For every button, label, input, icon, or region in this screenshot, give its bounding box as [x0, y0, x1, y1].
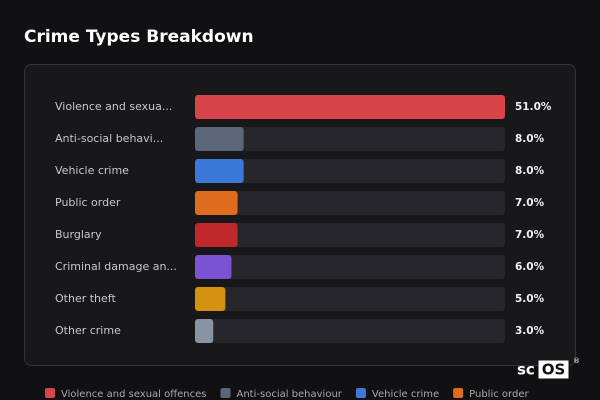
legend-label: Public order: [469, 389, 529, 400]
legend-swatch: [45, 388, 55, 398]
bar-track: [195, 255, 505, 279]
value-label: 5.0%: [515, 293, 545, 305]
logo: sc OS ®: [517, 357, 580, 379]
category-label: Other crime: [55, 324, 121, 337]
bar-track: [195, 191, 505, 215]
category-label: Criminal damage an...: [55, 260, 177, 273]
value-label: 7.0%: [515, 197, 545, 209]
value-label: 8.0%: [515, 165, 545, 177]
bar: [195, 127, 244, 151]
logo-boxed: OS: [542, 361, 566, 379]
bar: [195, 95, 505, 119]
bar-track: [195, 159, 505, 183]
bar: [195, 287, 226, 311]
logo-mark: ®: [573, 357, 580, 365]
category-label: Public order: [55, 196, 121, 209]
bar-track: [195, 127, 505, 151]
bar: [195, 191, 238, 215]
value-label: 51.0%: [515, 101, 552, 113]
legend-label: Vehicle crime: [372, 389, 439, 400]
bar: [195, 159, 244, 183]
legend-label: Violence and sexual offences: [61, 389, 207, 400]
legend-swatch: [453, 388, 464, 398]
category-label: Vehicle crime: [55, 164, 129, 177]
logo-prefix: sc: [517, 361, 535, 379]
bar-track: [195, 319, 505, 343]
value-label: 8.0%: [515, 133, 545, 145]
bar-track: [195, 287, 505, 311]
category-label: Burglary: [55, 228, 102, 241]
bar-track: [195, 223, 505, 247]
value-label: 3.0%: [515, 325, 545, 337]
legend-swatch: [355, 388, 366, 398]
category-label: Anti-social behavi...: [55, 132, 163, 145]
bar: [195, 319, 214, 343]
logo-box: [538, 360, 569, 379]
bar: [195, 255, 232, 279]
value-label: 6.0%: [515, 261, 545, 273]
category-label: Violence and sexua...: [55, 100, 172, 113]
bar: [195, 223, 238, 247]
value-label: 7.0%: [515, 229, 545, 241]
category-label: Other theft: [55, 292, 116, 305]
legend-label: Anti-social behaviour: [237, 389, 343, 400]
legend-swatch: [220, 388, 231, 398]
chart-title: Crime Types Breakdown: [24, 27, 254, 47]
